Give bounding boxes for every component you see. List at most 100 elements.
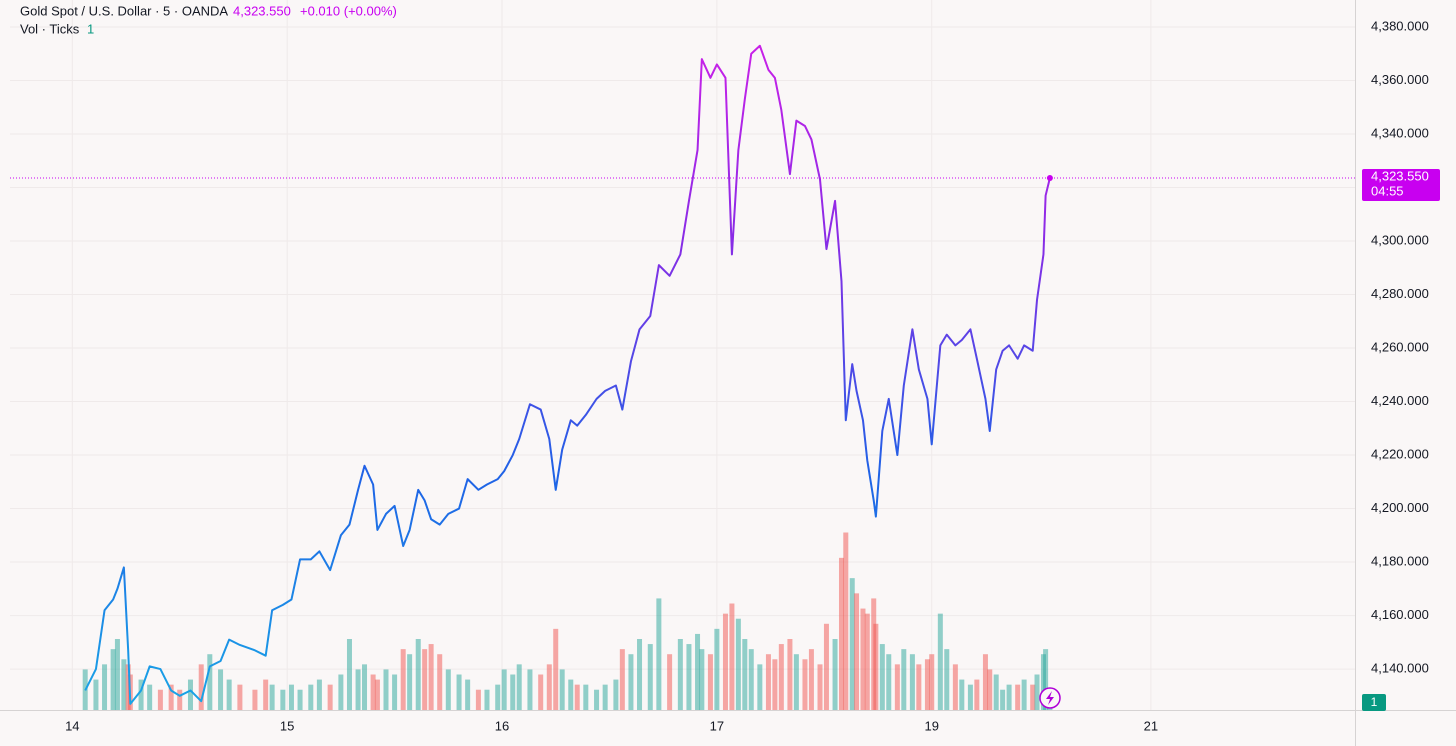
y-tick-label: 4,260.000 (1371, 339, 1429, 354)
volume-bar (559, 669, 565, 710)
volume-bar (879, 644, 885, 710)
volume-bar (808, 649, 814, 710)
volume-bar (864, 613, 870, 710)
volume-bar (594, 689, 600, 710)
volume-bar (501, 669, 507, 710)
price-change: +0.010 (+0.00%) (300, 3, 397, 18)
price-label-box (1362, 169, 1440, 202)
volume-bar (974, 679, 980, 710)
volume-bar (677, 639, 683, 710)
volume-bar (987, 669, 993, 710)
volume-bar (383, 669, 389, 710)
volume-bar (619, 649, 625, 710)
volume-bar (613, 679, 619, 710)
volume-bar (707, 654, 713, 710)
volume-bar (252, 689, 258, 710)
volume-bar (553, 628, 559, 710)
volume-bar (510, 674, 516, 710)
volume-bar (110, 649, 116, 710)
volume-bar (516, 664, 522, 710)
volume-bar (982, 654, 988, 710)
volume-bar (944, 649, 950, 710)
volume-bar (714, 628, 720, 710)
x-tick-label: 21 (1144, 718, 1158, 733)
volume-box-label: 1 (1371, 695, 1378, 709)
y-tick-label: 4,280.000 (1371, 286, 1429, 301)
volume-bar (280, 689, 286, 710)
volume-bar (546, 664, 552, 710)
volume-bar (288, 684, 294, 710)
volume-legend: Vol · Ticks (20, 21, 80, 36)
volume-bar (901, 649, 907, 710)
volume-bar (218, 669, 224, 710)
volume-bar (187, 679, 193, 710)
volume-bar (823, 623, 829, 710)
volume-bar (168, 684, 174, 710)
volume-bar (437, 654, 443, 710)
lightning-icon[interactable] (1039, 687, 1061, 709)
volume-bar (338, 674, 344, 710)
volume-bar (1015, 684, 1021, 710)
volume-bar (495, 684, 501, 710)
volume-bar (849, 578, 855, 710)
volume-bar (637, 639, 643, 710)
volume-bar (860, 608, 866, 710)
volume-bar (602, 684, 608, 710)
volume-bar (138, 679, 144, 710)
volume-bar (400, 649, 406, 710)
volume-bar (574, 684, 580, 710)
y-tick-label: 4,360.000 (1371, 72, 1429, 87)
price-label: 4,323.550 (1371, 168, 1429, 183)
volume-bar (742, 639, 748, 710)
volume-bar (1034, 674, 1040, 710)
volume-bar (699, 649, 705, 710)
x-tick-label: 14 (65, 718, 79, 733)
volume-bar (374, 679, 380, 710)
volume-bar (392, 674, 398, 710)
volume-bar (886, 654, 892, 710)
volume-bar (894, 664, 900, 710)
volume-bar (802, 659, 808, 710)
volume-bar (748, 649, 754, 710)
countdown: 04:55 (1371, 183, 1404, 198)
volume-bar (407, 654, 413, 710)
volume-bar (102, 664, 108, 710)
y-tick-label: 4,180.000 (1371, 553, 1429, 568)
volume-bar (628, 654, 634, 710)
volume-last: 1 (87, 21, 94, 36)
volume-bar (207, 654, 213, 710)
volume-bar (656, 598, 662, 710)
volume-bar (263, 679, 269, 710)
volume-bar (370, 674, 376, 710)
volume-bar (695, 633, 701, 710)
volume-bar (735, 618, 741, 710)
volume-bar (686, 644, 692, 710)
volume-bar (832, 639, 838, 710)
volume-bar (568, 679, 574, 710)
volume-bar (583, 684, 589, 710)
volume-bar (1000, 689, 1006, 710)
volume-bar (538, 674, 544, 710)
volume-bar (873, 623, 879, 710)
volume-bar (967, 684, 973, 710)
volume-bar (729, 603, 735, 710)
y-tick-label: 4,380.000 (1371, 18, 1429, 33)
volume-bar (793, 654, 799, 710)
volume-bar (269, 684, 275, 710)
volume-bar (778, 644, 784, 710)
volume-bar (93, 679, 99, 710)
volume-bar (772, 659, 778, 710)
volume-bar (924, 659, 930, 710)
volume-bar (1021, 679, 1027, 710)
volume-bar (157, 689, 163, 710)
chart-title: Gold Spot / U.S. Dollar · 5 · OANDA (20, 3, 228, 18)
volume-box (1362, 694, 1386, 711)
volume-bar (484, 689, 490, 710)
x-tick-label: 16 (495, 718, 509, 733)
volume-bar (909, 654, 915, 710)
volume-bar (527, 669, 533, 710)
volume-bar (667, 654, 673, 710)
volume-bar (929, 654, 935, 710)
y-tick-label: 4,340.000 (1371, 125, 1429, 140)
